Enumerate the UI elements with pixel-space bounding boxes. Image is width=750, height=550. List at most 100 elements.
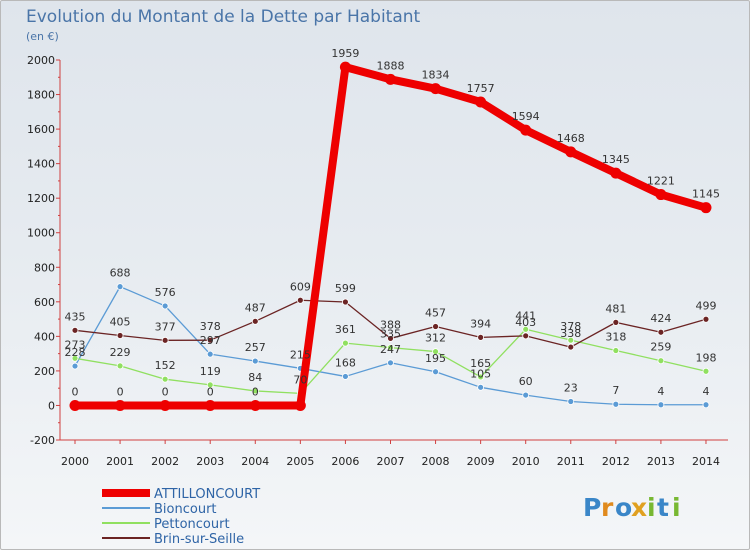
- y-tick-label: 600: [34, 296, 55, 309]
- data-point: [430, 83, 442, 95]
- data-point: [161, 336, 169, 344]
- legend-label: Bioncourt: [154, 502, 217, 517]
- data-point: [477, 333, 485, 341]
- data-point: [387, 335, 394, 342]
- data-point: [477, 383, 485, 391]
- x-tick-label: 2008: [422, 455, 450, 468]
- y-tick-label: 1400: [27, 158, 55, 171]
- legend: ATTILLONCOURTBioncourtPettoncourtBrin-su…: [102, 487, 260, 547]
- logo-letter: x: [631, 493, 647, 522]
- data-point: [339, 61, 351, 73]
- data-label: 215: [290, 348, 311, 361]
- data-point: [432, 348, 439, 355]
- x-tick-label: 2005: [286, 455, 314, 468]
- data-point: [251, 357, 259, 365]
- data-label: 499: [695, 299, 716, 312]
- data-label: 70: [293, 373, 307, 386]
- data-label: 1345: [602, 153, 630, 166]
- data-label: 441: [515, 309, 536, 322]
- data-label: 1468: [557, 132, 585, 145]
- data-label: 0: [162, 385, 169, 398]
- data-point: [249, 399, 261, 411]
- y-tick-label: 400: [34, 330, 55, 343]
- data-label: 4: [702, 385, 709, 398]
- data-point: [296, 296, 304, 304]
- data-point: [384, 73, 396, 85]
- data-point: [612, 400, 620, 408]
- data-point: [116, 283, 124, 291]
- data-point: [251, 387, 259, 395]
- x-tick-label: 2006: [331, 455, 359, 468]
- data-label: 378: [200, 320, 221, 333]
- data-label: 0: [72, 385, 79, 398]
- logo-letter: P: [583, 493, 601, 522]
- data-label: 338: [560, 327, 581, 340]
- data-point: [700, 202, 712, 214]
- data-label: 599: [335, 282, 356, 295]
- chart-subtitle: (en €): [26, 30, 59, 43]
- data-point: [612, 318, 620, 326]
- data-point: [567, 398, 575, 405]
- data-label: 1959: [331, 47, 359, 60]
- data-label: 435: [65, 310, 86, 323]
- data-point: [114, 399, 126, 411]
- data-point: [387, 359, 394, 367]
- data-point: [69, 399, 81, 411]
- data-point: [71, 354, 79, 362]
- x-tick-label: 2007: [376, 455, 404, 468]
- x-tick-label: 2009: [467, 455, 495, 468]
- data-label: 481: [605, 302, 626, 315]
- x-tick-label: 2010: [512, 455, 540, 468]
- data-point: [161, 302, 169, 310]
- y-tick-label: 1800: [27, 89, 55, 102]
- x-tick-label: 2002: [151, 455, 179, 468]
- data-point: [116, 332, 124, 339]
- data-label: 23: [564, 381, 578, 394]
- data-point: [161, 375, 169, 383]
- y-tick-label: 200: [34, 365, 55, 378]
- data-label: 4: [657, 385, 664, 398]
- data-label: 424: [650, 312, 671, 325]
- data-label: 576: [155, 286, 176, 299]
- data-label: 0: [117, 385, 124, 398]
- data-label: 195: [425, 352, 446, 365]
- x-tick-label: 2003: [196, 455, 224, 468]
- data-label: 105: [470, 367, 491, 380]
- data-label: 0: [207, 385, 214, 398]
- data-point: [432, 323, 439, 330]
- data-label: 335: [380, 328, 401, 341]
- data-point: [567, 343, 575, 351]
- data-label: 609: [290, 280, 311, 293]
- x-tick-label: 2012: [602, 455, 630, 468]
- data-label: 0: [252, 385, 259, 398]
- data-label: 403: [515, 316, 536, 329]
- legend-label: ATTILLONCOURT: [154, 487, 260, 502]
- data-label: 7: [612, 384, 619, 397]
- data-label: 405: [110, 316, 131, 329]
- legend-label: Pettoncourt: [154, 517, 230, 532]
- data-label: 361: [335, 323, 356, 336]
- y-tick-label: 1200: [27, 192, 55, 205]
- data-label: 1221: [647, 175, 675, 188]
- data-point: [342, 339, 349, 347]
- x-tick-label: 2014: [692, 455, 720, 468]
- logo-letter: t: [657, 493, 669, 522]
- data-labels: 228 688 576 297 257 215 168 247 195 105 60 23 7 4 4 273…: [65, 47, 720, 398]
- y-tick-label: 2000: [27, 54, 55, 67]
- data-point: [657, 401, 665, 409]
- data-point: [475, 96, 487, 108]
- data-point: [71, 326, 79, 334]
- data-point: [294, 399, 306, 411]
- legend-label: Brin-sur-Seille: [154, 532, 244, 547]
- data-label: 1834: [422, 69, 450, 82]
- x-tick-label: 2001: [106, 455, 134, 468]
- data-point: [657, 357, 665, 365]
- data-label: 257: [245, 341, 266, 354]
- data-label: 228: [65, 346, 86, 359]
- data-label: 487: [245, 301, 266, 314]
- data-label: 247: [380, 343, 401, 356]
- data-label: 457: [425, 307, 446, 320]
- data-point: [251, 317, 259, 325]
- data-point: [520, 124, 532, 136]
- data-label: 1594: [512, 110, 540, 123]
